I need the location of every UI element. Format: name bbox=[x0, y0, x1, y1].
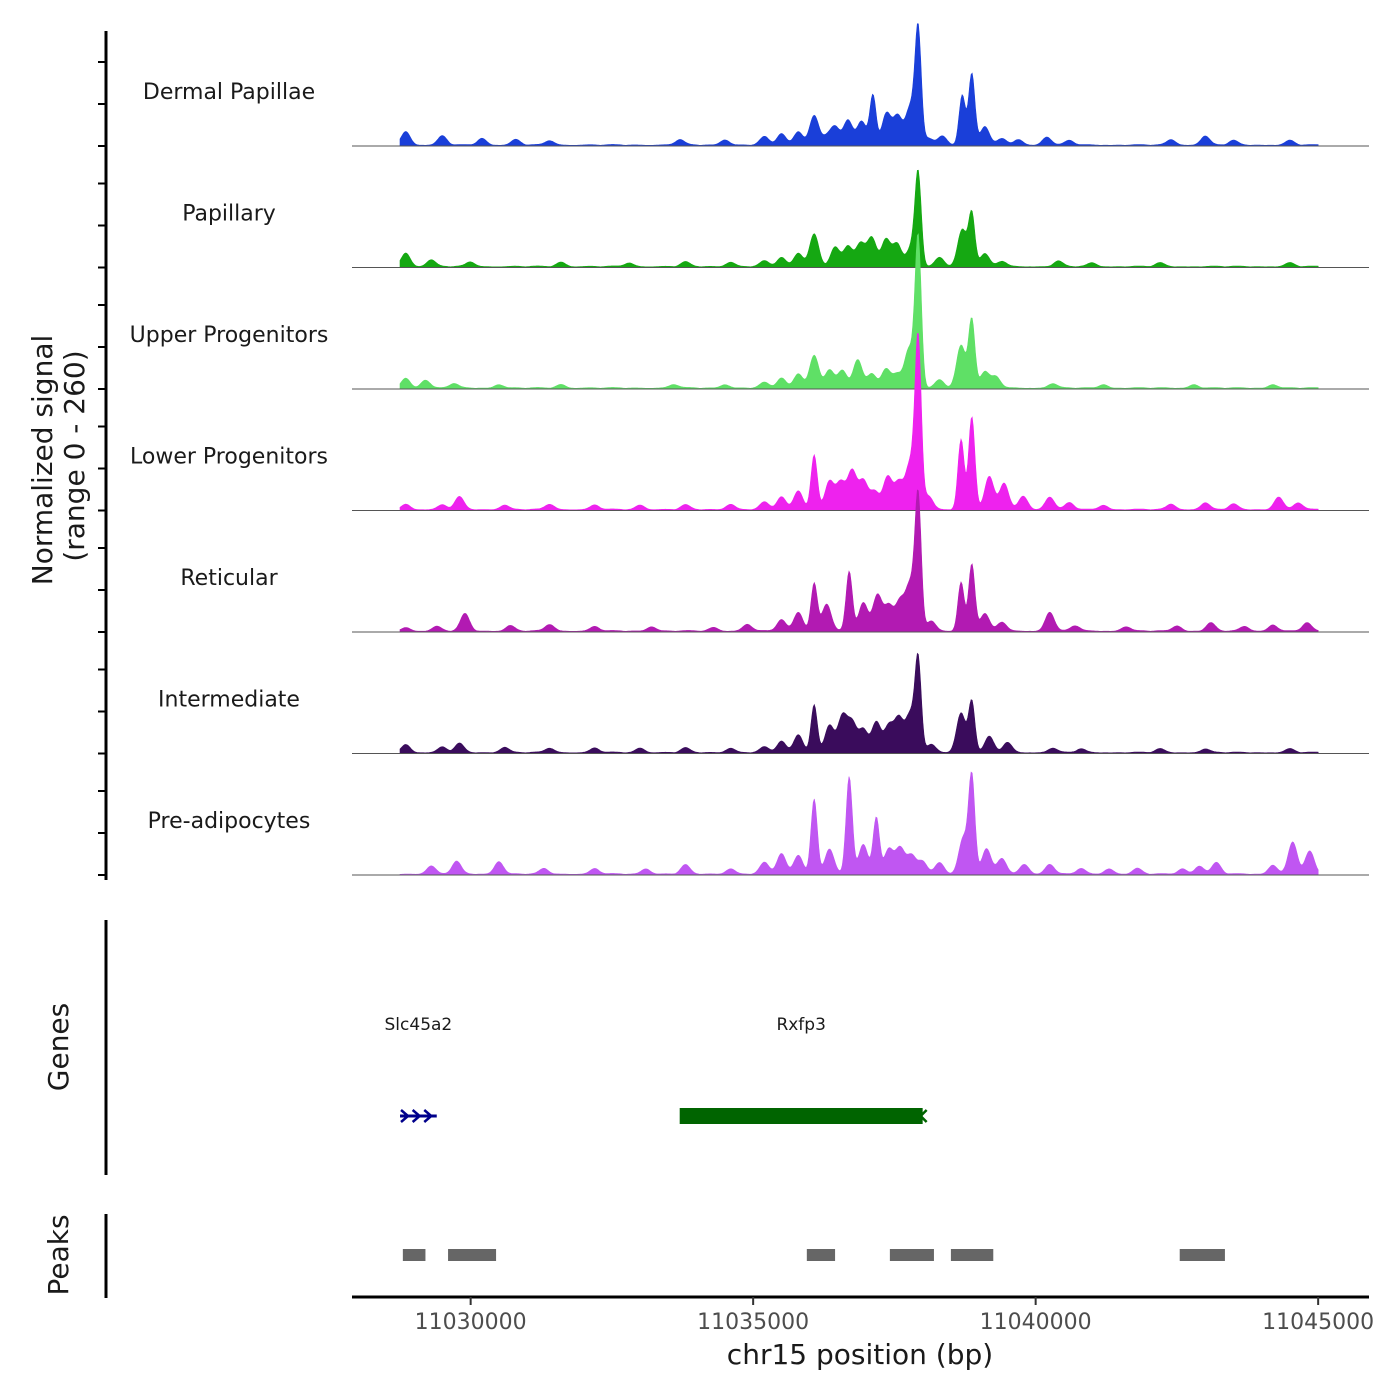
coverage-area-dermal-papillae bbox=[399, 23, 1319, 147]
peak-region bbox=[402, 1249, 426, 1261]
track-label-pre-adipocytes: Pre-adipocytes bbox=[148, 809, 311, 834]
peak-region bbox=[950, 1249, 994, 1261]
signal-y-ticks bbox=[98, 61, 106, 876]
peak-region bbox=[806, 1249, 836, 1261]
peak-regions bbox=[402, 1249, 1225, 1261]
gene-rxfp3: Rxfp3 bbox=[679, 1015, 928, 1124]
peak-region bbox=[1179, 1249, 1225, 1261]
track-intermediate: Intermediate bbox=[158, 652, 1369, 754]
peaks-panel-title: Peaks bbox=[42, 1214, 75, 1295]
track-reticular: Reticular bbox=[180, 489, 1369, 633]
gene-label: Slc45a2 bbox=[385, 1015, 453, 1035]
track-dermal-papillae: Dermal Papillae bbox=[143, 23, 1369, 147]
strand-arrow-icon bbox=[411, 1109, 422, 1123]
x-tick-label: 11030000 bbox=[415, 1310, 527, 1335]
genes-panel-title: Genes bbox=[42, 1003, 75, 1091]
track-pre-adipocytes: Pre-adipocytes bbox=[148, 771, 1369, 876]
track-label-dermal-papillae: Dermal Papillae bbox=[143, 80, 315, 105]
track-papillary: Papillary bbox=[182, 169, 1369, 268]
peak-region bbox=[448, 1249, 497, 1261]
x-tick-label: 11035000 bbox=[697, 1310, 809, 1335]
track-upper-progenitors: Upper Progenitors bbox=[130, 233, 1369, 390]
strand-arrow-icon bbox=[918, 1109, 928, 1123]
x-tick-label: 11040000 bbox=[980, 1310, 1092, 1335]
gene-slc45a2: Slc45a2 bbox=[385, 1015, 453, 1123]
track-label-intermediate: Intermediate bbox=[158, 688, 300, 713]
coverage-area-papillary bbox=[399, 169, 1319, 268]
gene-annotations: Slc45a2 Rxfp3 bbox=[385, 1015, 928, 1124]
coverage-area-upper-progenitors bbox=[399, 233, 1319, 390]
strand-arrow-icon bbox=[423, 1109, 434, 1123]
coverage-area-reticular bbox=[399, 489, 1319, 633]
coverage-area-intermediate bbox=[399, 652, 1319, 754]
coverage-area-pre-adipocytes bbox=[399, 771, 1319, 876]
coverage-tracks: Dermal Papillae Papillary Upper Progenitor… bbox=[130, 23, 1369, 876]
coverage-area-lower-progenitors bbox=[399, 333, 1319, 511]
x-axis-ticks: 11030000 11035000 11040000 11045000 bbox=[415, 1297, 1374, 1335]
x-axis-title: chr15 position (bp) bbox=[727, 1338, 993, 1371]
y-axis-title-line1: Normalized signal bbox=[26, 335, 59, 586]
y-axis-title-line2: (range 0 - 260) bbox=[58, 350, 91, 561]
track-label-upper-progenitors: Upper Progenitors bbox=[130, 323, 329, 348]
track-label-reticular: Reticular bbox=[180, 566, 278, 591]
peak-region bbox=[889, 1249, 934, 1261]
track-label-papillary: Papillary bbox=[182, 202, 276, 227]
x-tick-label: 11045000 bbox=[1262, 1310, 1374, 1335]
strand-arrow-icon bbox=[400, 1109, 410, 1123]
track-lower-progenitors: Lower Progenitors bbox=[130, 333, 1369, 511]
gene-label: Rxfp3 bbox=[776, 1015, 825, 1035]
gene-exon-block bbox=[679, 1108, 923, 1124]
track-label-lower-progenitors: Lower Progenitors bbox=[130, 445, 328, 470]
